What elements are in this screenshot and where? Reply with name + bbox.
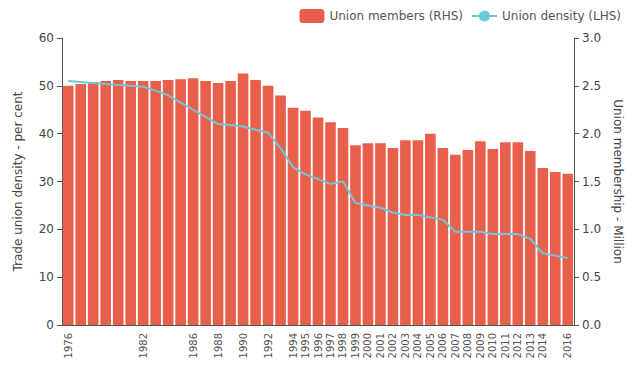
svg-text:2012: 2012 bbox=[512, 333, 523, 358]
svg-text:40: 40 bbox=[39, 127, 54, 141]
svg-text:2010: 2010 bbox=[487, 333, 498, 358]
svg-text:20: 20 bbox=[39, 222, 54, 236]
svg-text:2011: 2011 bbox=[500, 333, 511, 358]
svg-text:1996: 1996 bbox=[313, 333, 324, 358]
svg-text:1.5: 1.5 bbox=[582, 175, 601, 189]
svg-text:1.0: 1.0 bbox=[582, 222, 601, 236]
svg-text:60: 60 bbox=[39, 31, 54, 45]
svg-text:2.5: 2.5 bbox=[582, 79, 601, 93]
svg-text:2008: 2008 bbox=[462, 333, 473, 358]
svg-text:1986: 1986 bbox=[188, 333, 199, 358]
svg-text:0.0: 0.0 bbox=[582, 318, 601, 332]
svg-text:2003: 2003 bbox=[400, 333, 411, 358]
svg-text:10: 10 bbox=[39, 270, 54, 284]
svg-text:2006: 2006 bbox=[437, 333, 448, 358]
svg-text:1998: 1998 bbox=[337, 333, 348, 358]
svg-text:2002: 2002 bbox=[387, 333, 398, 358]
svg-text:2004: 2004 bbox=[412, 333, 423, 358]
svg-text:2007: 2007 bbox=[450, 333, 461, 358]
svg-text:1990: 1990 bbox=[238, 333, 249, 358]
svg-text:30: 30 bbox=[39, 175, 54, 189]
svg-text:1982: 1982 bbox=[138, 333, 149, 358]
svg-text:Union density (LHS): Union density (LHS) bbox=[502, 9, 621, 23]
svg-text:Union members (RHS): Union members (RHS) bbox=[329, 9, 463, 23]
svg-text:1997: 1997 bbox=[325, 333, 336, 358]
svg-text:2009: 2009 bbox=[475, 333, 486, 358]
svg-text:2016: 2016 bbox=[562, 333, 573, 358]
svg-text:2013: 2013 bbox=[525, 333, 536, 358]
svg-text:2001: 2001 bbox=[375, 333, 386, 358]
svg-text:1992: 1992 bbox=[263, 333, 274, 358]
svg-text:50: 50 bbox=[39, 79, 54, 93]
svg-text:3.0: 3.0 bbox=[582, 31, 601, 45]
svg-text:1994: 1994 bbox=[288, 333, 299, 358]
svg-text:2005: 2005 bbox=[425, 333, 436, 358]
svg-text:Trade union density - per cent: Trade union density - per cent bbox=[11, 91, 25, 272]
svg-text:1999: 1999 bbox=[350, 333, 361, 358]
svg-text:1976: 1976 bbox=[63, 333, 74, 358]
svg-text:2014: 2014 bbox=[537, 333, 548, 358]
svg-text:0: 0 bbox=[46, 318, 54, 332]
svg-text:Union membership - Million: Union membership - Million bbox=[611, 99, 625, 264]
svg-text:2000: 2000 bbox=[362, 333, 373, 358]
svg-text:1988: 1988 bbox=[213, 333, 224, 358]
svg-text:2.0: 2.0 bbox=[582, 127, 601, 141]
svg-text:1995: 1995 bbox=[300, 333, 311, 358]
svg-text:0.5: 0.5 bbox=[582, 270, 601, 284]
